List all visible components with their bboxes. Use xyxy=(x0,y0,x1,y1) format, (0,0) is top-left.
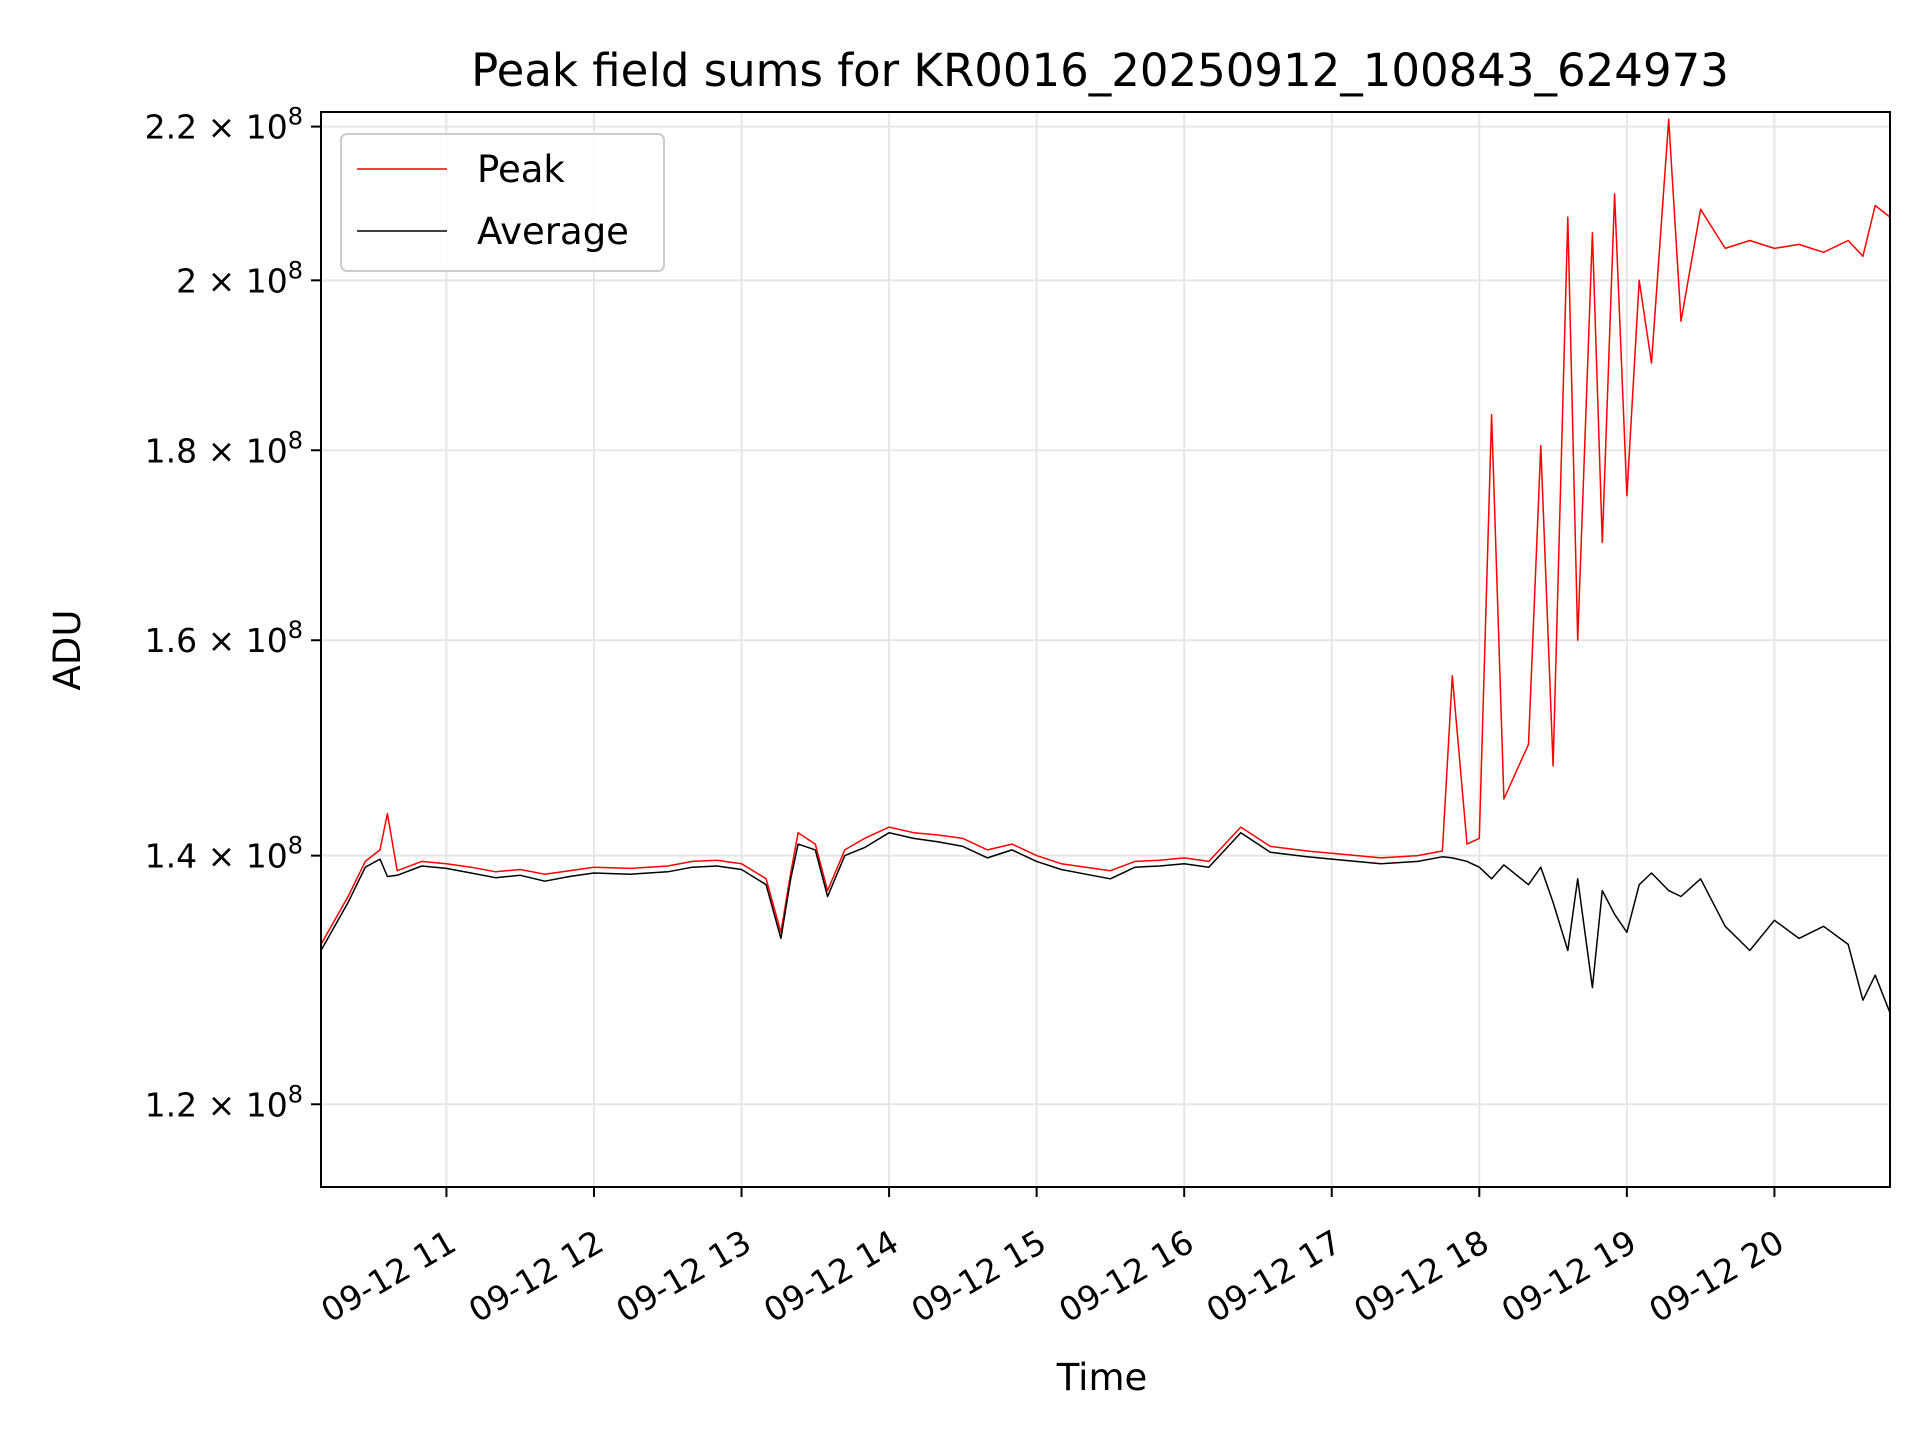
y-tick-label: 2.2 × 108 xyxy=(145,103,303,147)
y-tick-label: 1.4 × 108 xyxy=(145,832,303,876)
y-axis-ticks: 1.2 × 108 1.4 × 108 1.6 × 108 1.8 × 108 2 × … xyxy=(145,103,321,1124)
legend-peak-label: Peak xyxy=(477,148,565,191)
plot-frame xyxy=(320,111,1891,1188)
plot-lines xyxy=(320,118,1891,1014)
series-line-peak xyxy=(320,118,1891,945)
x-axis-label: Time xyxy=(1056,1356,1148,1399)
chart-title: Peak field sums for KR0016_20250912_1008… xyxy=(471,44,1729,97)
legend-average-label: Average xyxy=(477,210,629,253)
y-tick-label: 1.2 × 108 xyxy=(145,1080,303,1124)
y-tick-label: 1.6 × 108 xyxy=(145,616,303,660)
legend: Peak Average xyxy=(340,133,665,272)
y-axis-label: ADU xyxy=(46,610,89,691)
grid-lines xyxy=(321,112,1890,1187)
y-tick-label: 2 × 108 xyxy=(176,256,303,300)
series-line-average xyxy=(320,831,1891,1014)
y-tick-label: 1.8 × 108 xyxy=(145,426,303,470)
